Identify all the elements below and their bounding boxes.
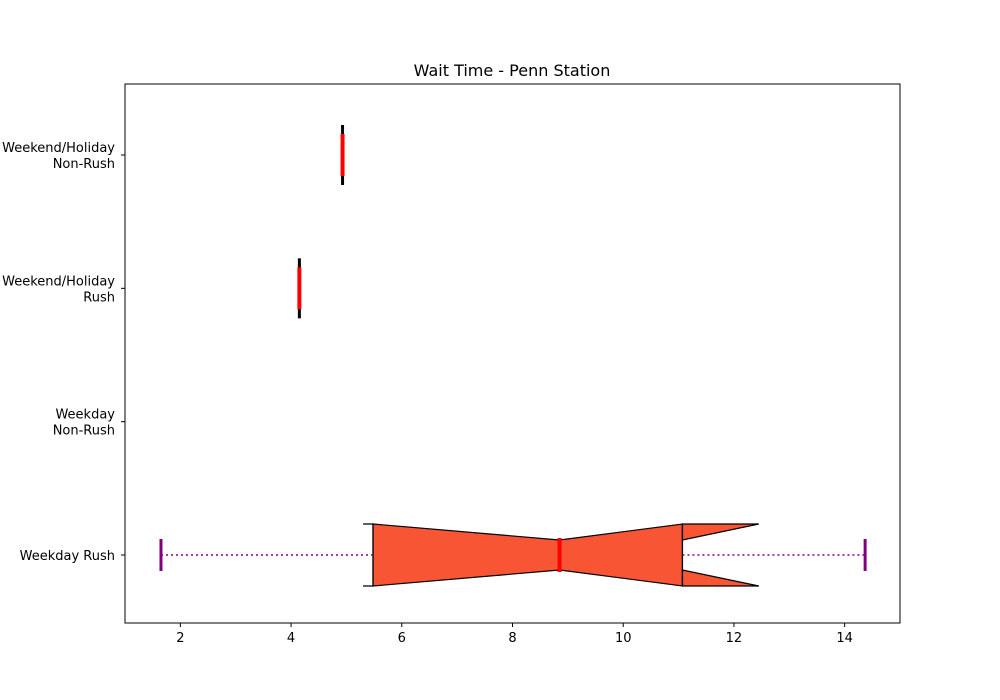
y-tick-label: Rush bbox=[83, 290, 115, 305]
x-tick-label: 12 bbox=[726, 631, 743, 646]
box-left-edge bbox=[363, 523, 374, 587]
notch-flag-top bbox=[681, 523, 759, 541]
box-body bbox=[372, 523, 684, 587]
notch-flag-bottom bbox=[681, 569, 759, 587]
x-tick-label: 8 bbox=[508, 631, 516, 646]
y-tick-label: Weekend/Holiday bbox=[2, 274, 115, 289]
x-tick-label: 14 bbox=[836, 631, 853, 646]
x-tick-label: 4 bbox=[287, 631, 295, 646]
x-tick-label: 2 bbox=[176, 631, 184, 646]
y-tick-label: Weekday bbox=[55, 408, 115, 423]
x-tick-label: 10 bbox=[615, 631, 632, 646]
x-tick-label: 6 bbox=[398, 631, 406, 646]
y-tick-label: Non-Rush bbox=[53, 157, 115, 172]
y-tick-label: Non-Rush bbox=[53, 424, 115, 439]
y-tick-label: Weekend/Holiday bbox=[2, 141, 115, 156]
chart-title: Wait Time - Penn Station bbox=[414, 61, 611, 80]
y-tick-label: Weekday Rush bbox=[20, 549, 115, 564]
